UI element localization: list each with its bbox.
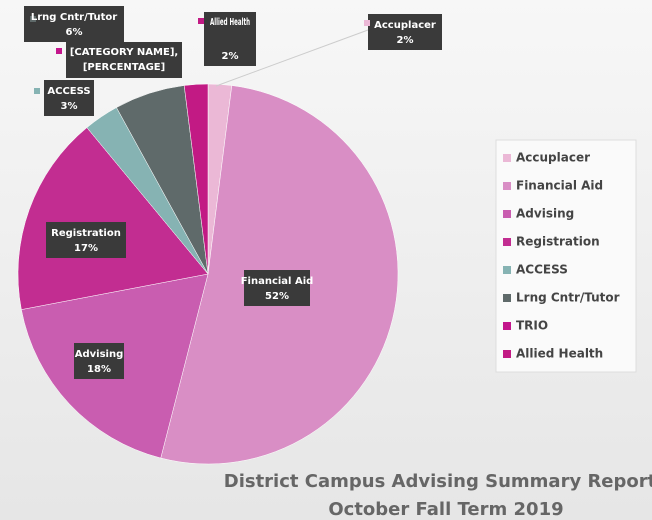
legend-label: Advising <box>516 207 574 221</box>
annotation: [CATEGORY NAME], <box>70 47 178 58</box>
legend-key <box>503 294 511 302</box>
data-label-box <box>204 12 256 66</box>
legend-key <box>503 322 511 330</box>
data-label-value: 3% <box>61 101 78 112</box>
data-label-box <box>44 80 94 116</box>
annotation: [PERCENTAGE] <box>83 62 165 73</box>
data-label-name: Accuplacer <box>374 20 436 31</box>
data-label-name: Registration <box>51 228 121 239</box>
legend-label: Registration <box>516 235 600 249</box>
legend-label: ACCESS <box>516 263 568 277</box>
data-label-box <box>244 270 310 306</box>
label-key <box>198 18 204 24</box>
data-label-box <box>46 222 126 258</box>
legend-key <box>503 266 511 274</box>
pie-slice <box>183 83 209 275</box>
legend-key <box>503 238 511 246</box>
legend-label: TRIO <box>516 319 548 333</box>
data-label-box <box>24 6 124 42</box>
data-label-value: 2% <box>222 51 239 62</box>
pie-slice <box>17 127 209 310</box>
label-key <box>56 48 62 54</box>
data-label-value: 52% <box>265 291 289 302</box>
data-label-value: 6% <box>66 27 83 38</box>
label-key <box>30 16 36 22</box>
data-label-box <box>368 14 442 50</box>
data-label-value: 17% <box>74 243 98 254</box>
legend-label: Financial Aid <box>516 179 603 193</box>
label-key <box>34 88 40 94</box>
legend-label: Allied Health <box>516 347 603 361</box>
legend-label: Lrng Cntr/Tutor <box>516 291 620 305</box>
legend-box <box>495 139 637 373</box>
leader-line <box>215 29 369 87</box>
chart-title: District Campus Advising Summary Report <box>224 471 652 492</box>
annotation-box <box>66 42 182 78</box>
legend-key <box>503 210 511 218</box>
data-label-name: Lrng Cntr/Tutor <box>31 12 117 23</box>
data-label-name: Allied Health <box>210 17 250 28</box>
chart-title: October Fall Term 2019 <box>328 499 563 520</box>
data-label-name: Advising <box>75 349 124 360</box>
legend-label: Accuplacer <box>516 151 590 165</box>
data-label-box <box>74 343 124 379</box>
data-label-name: ACCESS <box>47 86 90 97</box>
legend-key <box>503 182 511 190</box>
data-label-value: 18% <box>87 364 111 375</box>
data-label-name: Financial Aid <box>241 276 314 287</box>
legend-key <box>503 350 511 358</box>
label-key <box>364 20 370 26</box>
legend-key <box>503 154 511 162</box>
data-label-value: 2% <box>397 35 414 46</box>
